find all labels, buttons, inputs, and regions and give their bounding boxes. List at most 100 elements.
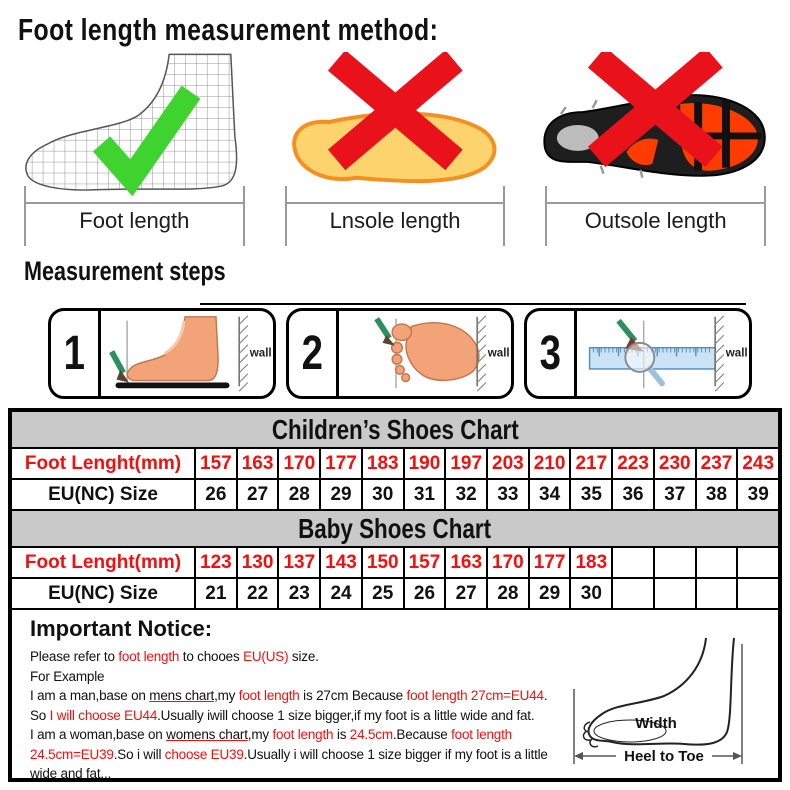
table-cell: 26	[402, 579, 445, 608]
wall-hatch	[238, 315, 249, 392]
table-cell: 163	[444, 548, 486, 577]
table-cell: 203	[486, 449, 528, 478]
step-number-text: 3	[539, 327, 562, 380]
method-insole-length: Lnsole length	[271, 52, 520, 246]
methods-row: Foot length Lnsole length	[10, 52, 780, 246]
table-cell: 25	[360, 579, 403, 608]
notice-text-segment: womens chart	[166, 727, 248, 742]
table-cell: 190	[402, 449, 445, 478]
step-1: 1 wall	[48, 308, 276, 399]
row-label: EU(NC) Size	[48, 582, 158, 604]
dimension-line	[284, 186, 287, 246]
notice-text-segment: .	[543, 688, 548, 703]
heel-to-toe-label: Heel to Toe	[624, 748, 704, 765]
table-cell: 27	[444, 579, 486, 608]
baby-eu-size-row: EU(NC) Size 21 22 23 24 25 26 27 28 29 30	[12, 579, 778, 610]
notice-text-segment: foot length	[272, 727, 334, 742]
table-cell: 31	[402, 480, 445, 509]
table-cell: 137	[277, 548, 319, 577]
table-cell: 230	[652, 449, 695, 478]
page-title: Foot length measurement method:	[18, 12, 543, 48]
table-cell: 177	[319, 449, 361, 478]
notice-text-segment: So	[30, 707, 50, 723]
dimension-line	[24, 202, 245, 204]
table-cell: 217	[569, 449, 611, 478]
dimension-line	[284, 202, 506, 204]
table-cell: 183	[569, 548, 611, 577]
row-label: Foot Lenght(mm)	[24, 551, 182, 573]
row-cells: 123 130 137 143 150 157 163 170 177 183	[194, 548, 778, 577]
heel-to-toe-dimension	[573, 644, 743, 764]
outsole-icon	[543, 52, 767, 179]
table-cell: 223	[611, 449, 653, 478]
row-label: Foot Lenght(mm)	[24, 452, 182, 474]
table-cell	[652, 579, 695, 608]
step-number: 1	[51, 311, 101, 396]
baby-foot-length-row: Foot Lenght(mm) 123 130 137 143 150 157 163 170…	[12, 548, 778, 579]
baby-chart-header: Baby Shoes Chart	[12, 511, 778, 548]
table-cell: 38	[694, 480, 737, 509]
baby-chart-title: Baby Shoes Chart	[298, 512, 492, 544]
table-cell: 123	[194, 548, 236, 577]
notice-text-segment: wide and fat...	[30, 766, 112, 781]
important-notice: Important Notice: Please refer to foot l…	[12, 610, 778, 781]
notice-text-segment: mens chart	[149, 688, 215, 703]
notice-line: 24.5cm=EU39.So i will choose EU39.Usuall…	[30, 745, 590, 765]
insole-illustration	[271, 52, 520, 202]
notice-text-segment: foot length	[238, 688, 300, 703]
table-cell	[611, 548, 653, 577]
notice-text-segment: 24.5cm=EU39	[30, 746, 114, 762]
table-cell: 32	[444, 480, 486, 509]
table-cell: 30	[360, 480, 403, 509]
table-cell: 197	[444, 449, 486, 478]
table-cell	[736, 579, 778, 608]
table-cell: 28	[277, 480, 319, 509]
table-cell: 210	[527, 449, 570, 478]
table-cell: 27	[235, 480, 278, 509]
wall-label: wall	[725, 347, 748, 359]
dimension-line	[545, 186, 548, 246]
notice-text-segment: ,my	[214, 688, 239, 703]
table-cell: 33	[486, 480, 528, 509]
step-2: 2	[286, 308, 514, 399]
insole-icon	[291, 52, 497, 184]
dimension-line	[545, 202, 767, 204]
table-cell: 36	[611, 480, 653, 509]
method-label: Lnsole length	[329, 208, 461, 233]
step-number: 2	[289, 311, 339, 396]
wall-label: wall	[249, 347, 272, 359]
children-chart-header: Children’s Shoes Chart	[12, 412, 778, 449]
notice-line: For Example	[30, 667, 590, 687]
notice-text-segment: .So i will	[113, 746, 165, 762]
table-cell: 150	[360, 548, 403, 577]
notice-text-segment: Please refer to	[30, 649, 119, 664]
dimension: Outsole length	[535, 186, 776, 246]
notice-text-segment: foot length	[118, 649, 180, 664]
notice-text-segment: is 27cm Because	[299, 688, 407, 703]
dimension-line	[503, 186, 506, 246]
wall-hatch	[476, 315, 487, 392]
step-3-illustration: wall	[577, 311, 749, 396]
notice-line: I am a man,base on mens chart,my foot le…	[30, 686, 590, 706]
step-number-text: 1	[63, 327, 86, 380]
table-cell: 23	[277, 579, 319, 608]
wireframe-foot-icon	[25, 53, 238, 197]
wall-hatch	[714, 315, 725, 392]
notice-text-segment: .Usually i will choose 1 size bigger if …	[243, 746, 548, 762]
method-label: Foot length	[79, 208, 190, 233]
magnifier-icon	[624, 341, 665, 387]
table-cell: 35	[569, 480, 611, 509]
table-cell: 26	[194, 480, 236, 509]
notice-line: So I will choose EU44.Usually iwill choo…	[30, 706, 590, 726]
steps-row: 1 wall	[48, 308, 752, 399]
step-number: 3	[527, 311, 577, 396]
steps-title-text: Measurement steps	[24, 256, 226, 286]
foot-sole-icon	[390, 322, 480, 383]
notice-body: Please refer to foot length to chooes EU…	[30, 647, 590, 784]
notice-text-segment: .Usually iwill choose 1 size bigger,if m…	[157, 707, 535, 723]
row-cells: 26 27 28 29 30 31 32 33 34 35 36 37 38 39	[194, 480, 778, 509]
steps-title: Measurement steps	[24, 256, 276, 287]
notice-text-segment: I am a woman,base on	[30, 727, 167, 742]
table-cell: 29	[527, 579, 570, 608]
